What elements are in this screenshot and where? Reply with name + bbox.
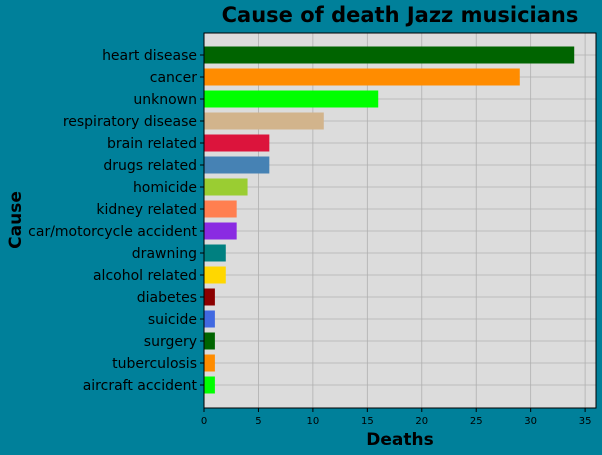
y-category-label: kidney related: [96, 202, 197, 218]
bar-surgery: [204, 332, 215, 350]
x-tick-label: 35: [579, 416, 592, 427]
y-axis-label: Cause: [6, 191, 26, 249]
bars: [204, 46, 575, 394]
bar-suicide: [204, 310, 215, 328]
x-tick-label: 20: [415, 416, 428, 427]
y-category-label: brain related: [107, 136, 197, 152]
plot-area: [204, 33, 596, 408]
bar-brain-related: [204, 134, 270, 152]
x-axis-label: Deaths: [366, 430, 433, 450]
chart-title: Cause of death Jazz musicians: [222, 3, 579, 27]
y-category-label: respiratory disease: [63, 114, 197, 130]
bar-kidney-related: [204, 200, 237, 218]
y-category-label: homicide: [133, 180, 197, 196]
y-category-label: tuberculosis: [112, 356, 197, 372]
y-category-label: drugs related: [103, 158, 197, 174]
x-tick-label: 10: [307, 416, 320, 427]
x-tick-label: 25: [470, 416, 483, 427]
bar-heart-disease: [204, 46, 575, 64]
y-category-label: cancer: [150, 70, 197, 86]
plot-frame: [203, 32, 597, 409]
x-tick-label: 30: [524, 416, 537, 427]
y-category-label: aircraft accident: [83, 378, 198, 394]
y-category-label: suicide: [148, 312, 197, 328]
y-category-label: surgery: [144, 334, 197, 350]
bar-unknown: [204, 90, 379, 108]
bar-aircraft-accident: [204, 376, 215, 394]
bar-diabetes: [204, 288, 215, 306]
bar-respiratory-disease: [204, 112, 324, 130]
bar-homicide: [204, 178, 248, 196]
x-ticks: 0 5 10 15 20 25 30 35: [201, 408, 592, 427]
bar-cancer: [204, 68, 520, 86]
x-tick-label: 0: [201, 416, 207, 427]
bar-tuberculosis: [204, 354, 215, 372]
x-tick-label: 5: [255, 416, 261, 427]
y-category-label: diabetes: [137, 290, 197, 306]
y-category-label: unknown: [133, 92, 197, 108]
y-category-labels: heart disease cancer unknown respiratory di…: [28, 48, 204, 394]
bar-car-motorcycle-accident: [204, 222, 237, 240]
bar-alcohol-related: [204, 266, 226, 284]
bar-drawning: [204, 244, 226, 262]
x-tick-label: 15: [361, 416, 374, 427]
y-category-label: drawning: [132, 246, 197, 262]
y-category-label: alcohol related: [93, 268, 197, 284]
bar-drugs-related: [204, 156, 270, 174]
y-category-label: car/motorcycle accident: [28, 224, 197, 240]
y-category-label: heart disease: [102, 48, 197, 64]
